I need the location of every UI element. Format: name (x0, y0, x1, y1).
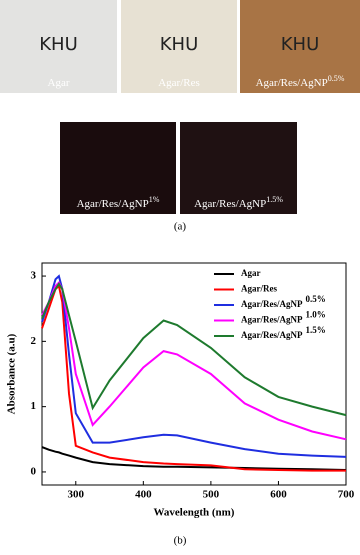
legend-name: Agar/Res/AgNP (241, 299, 303, 309)
caption-text: Agar/Res/AgNP (194, 198, 266, 210)
x-axis-label: Wavelength (nm) (154, 507, 235, 519)
photo-caption: Agar (48, 77, 70, 89)
legend-name: Agar (241, 268, 261, 278)
caption-text: Agar/Res (158, 77, 200, 89)
legend-label: Agar (241, 268, 261, 278)
x-tick-label: 400 (135, 489, 152, 501)
x-tick-label: 500 (203, 489, 220, 501)
series-line (41, 446, 347, 471)
y-axis-label: Absorbance (a.u) (6, 333, 18, 414)
caption-superscript: 1.5% (266, 195, 283, 204)
caption-superscript: 0.5% (328, 74, 345, 83)
legend-label: Agar/Res/AgNP 1.0% (241, 310, 326, 325)
series-line (41, 280, 347, 441)
photo-mark: KHU (160, 34, 199, 55)
legend-superscript: 1.0% (306, 310, 326, 320)
photo-caption: Agar/Res/AgNP0.5% (256, 74, 345, 89)
y-tick-label: 2 (31, 335, 37, 347)
legend-name: Agar/Res (241, 284, 277, 294)
series-line (41, 282, 347, 417)
y-tick-label: 3 (31, 270, 37, 282)
legend-label: Agar/Res/AgNP 0.5% (241, 294, 326, 309)
legend-name: Agar/Res/AgNP (241, 330, 303, 340)
legend-label: Agar/Res/AgNP 1.5% (241, 325, 326, 340)
photo-caption: Agar/Res/AgNP1.5% (194, 195, 283, 210)
plot-frame (41, 262, 347, 486)
photo (0, 0, 117, 93)
legend-name: Agar/Res/AgNP (241, 315, 303, 325)
y-tick-label: 1 (31, 400, 37, 412)
legend-superscript: 0.5% (306, 294, 326, 304)
series-line (41, 274, 347, 458)
x-tick-label: 300 (68, 489, 85, 501)
photo-caption: Agar/Res/AgNP1% (77, 195, 160, 210)
legend-label: Agar/Res (241, 284, 277, 294)
photo (180, 122, 297, 214)
caption-superscript: 1% (149, 195, 160, 204)
photo (121, 0, 237, 93)
caption-text: Agar/Res/AgNP (256, 77, 328, 89)
photo-mark: KHU (39, 34, 78, 55)
caption-text: Agar/Res/AgNP (77, 198, 149, 210)
y-tick-label: 0 (31, 465, 37, 477)
photo (240, 0, 360, 93)
photo (60, 122, 176, 214)
caption-text: Agar (48, 77, 70, 89)
x-tick-label: 600 (270, 489, 287, 501)
panel-label: (a) (174, 221, 187, 233)
panel-label: (b) (174, 535, 187, 547)
photo-mark: KHU (281, 34, 320, 55)
x-tick-label: 700 (338, 489, 355, 501)
legend-superscript: 1.5% (306, 325, 326, 335)
photo-caption: Agar/Res (158, 77, 200, 89)
